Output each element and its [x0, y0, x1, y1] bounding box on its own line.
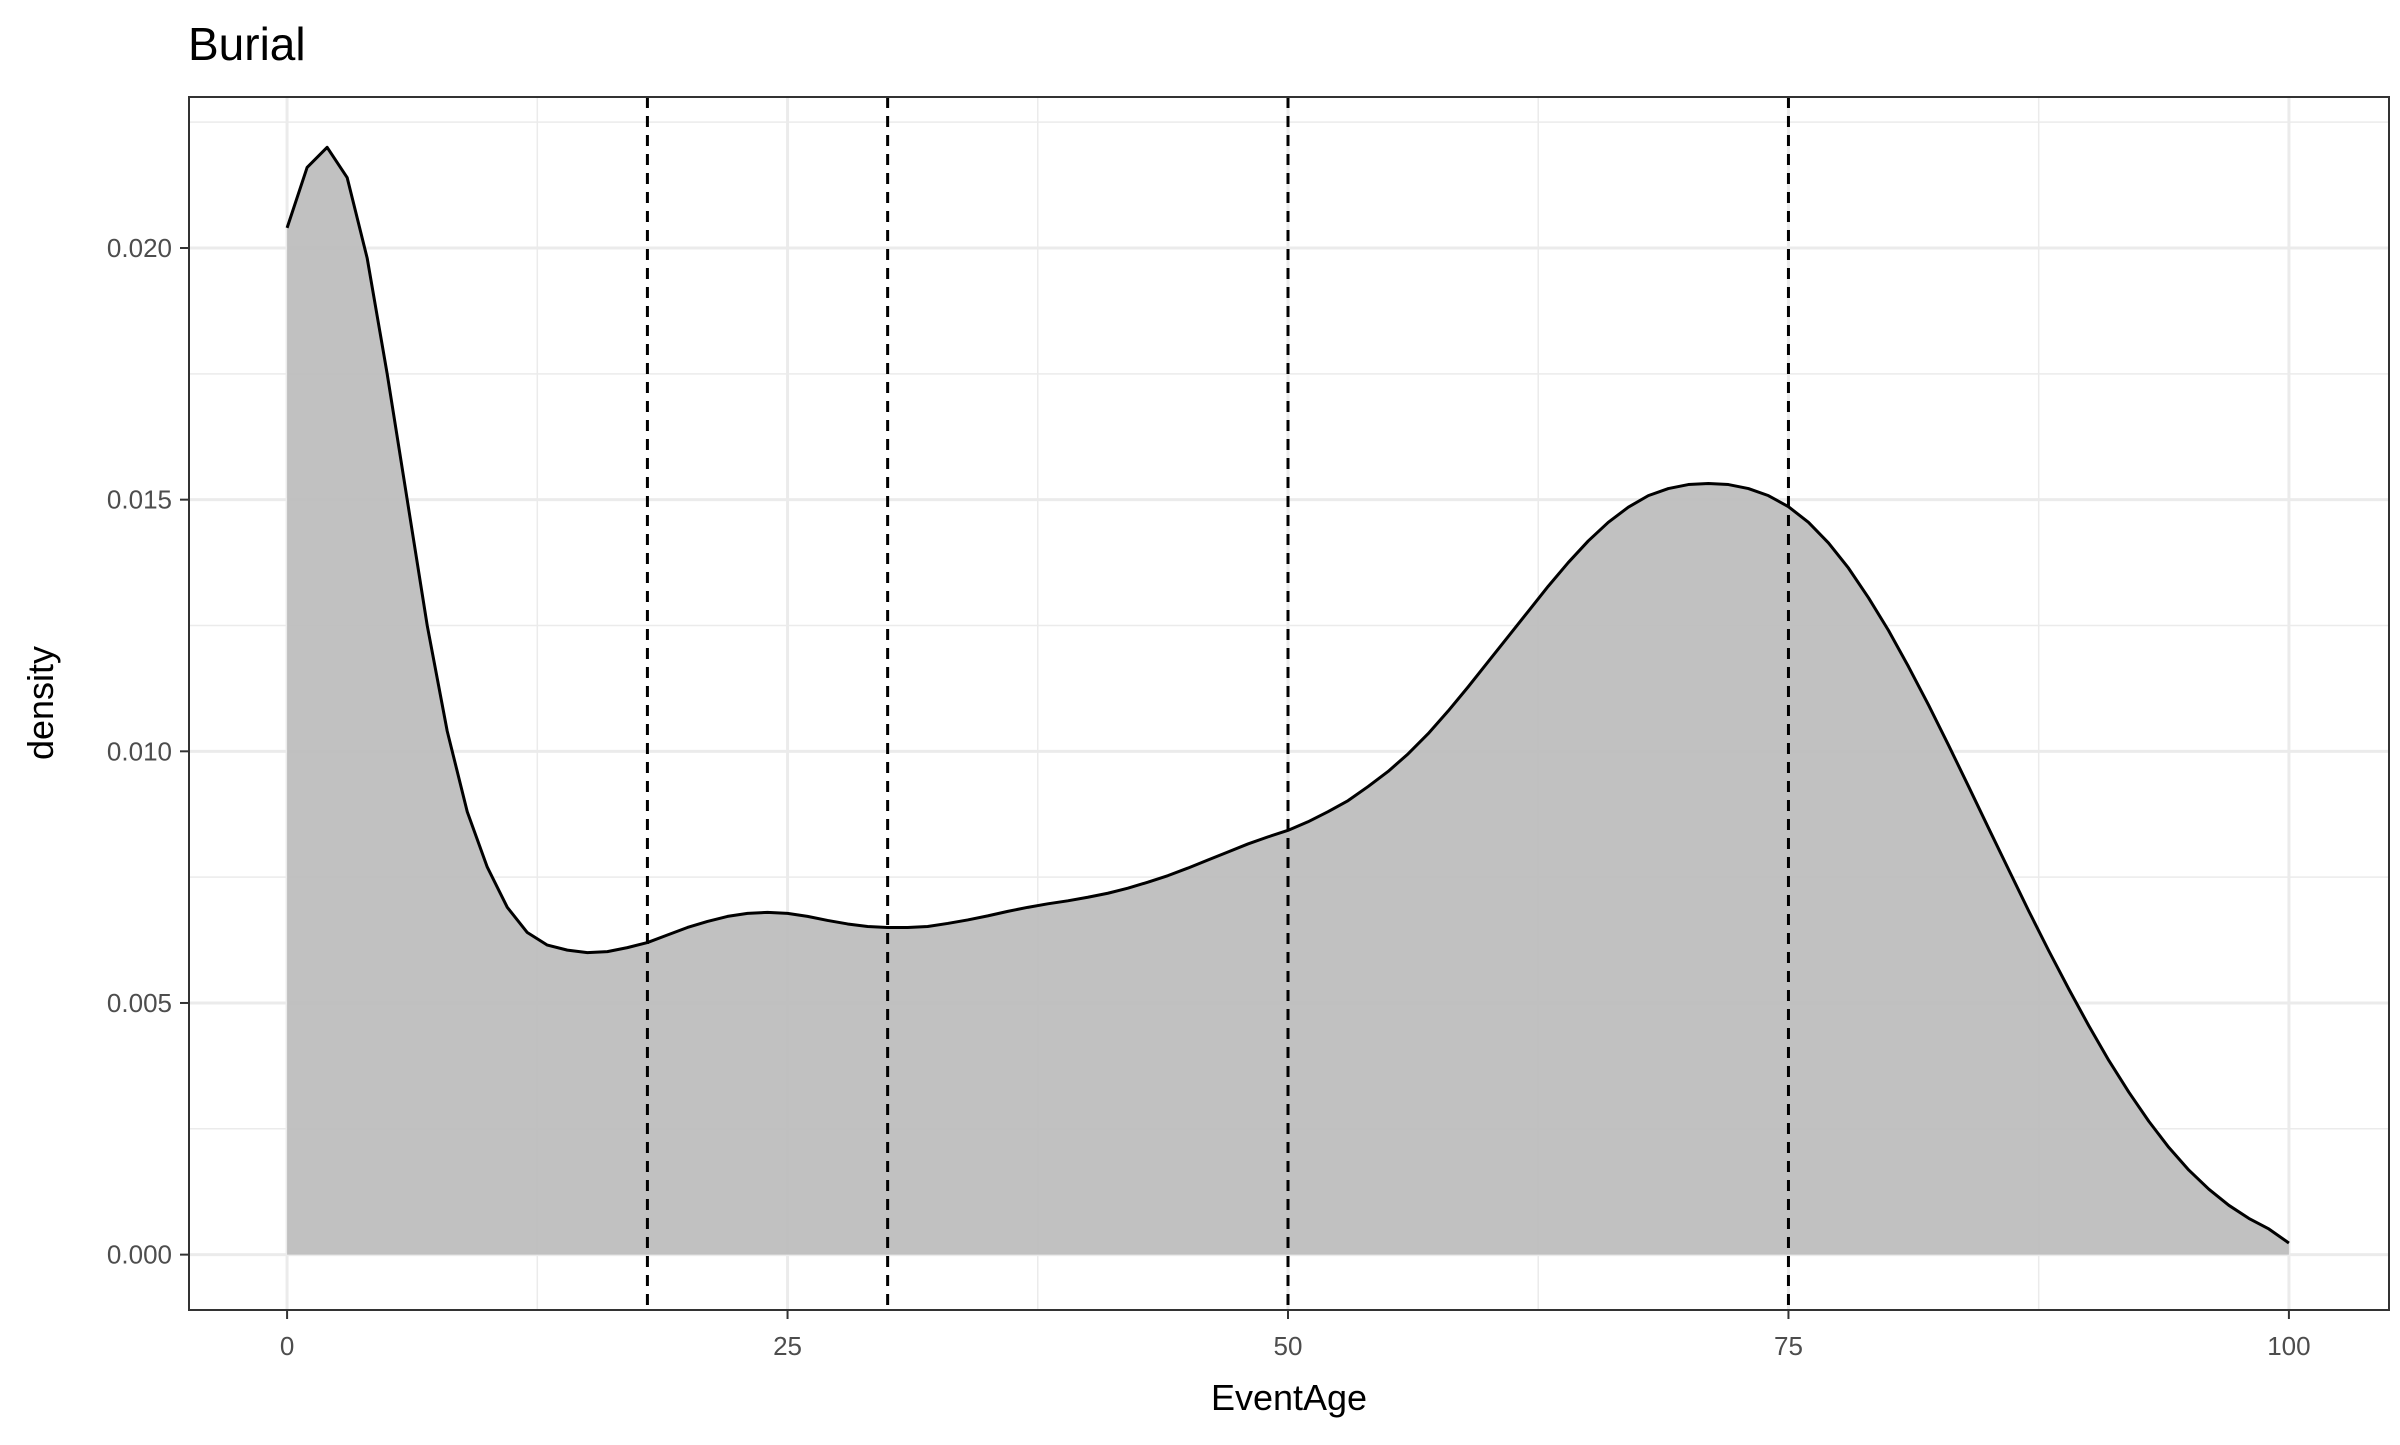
x-axis: 0 25 50 75 100: [280, 1310, 2311, 1361]
chart-title: Burial: [188, 18, 306, 70]
x-tick-label: 75: [1774, 1331, 1803, 1361]
y-tick-label: 0.020: [107, 233, 172, 263]
reference-lines: [645, 97, 1790, 1310]
x-tick-label: 25: [773, 1331, 802, 1361]
x-tick-label: 50: [1274, 1331, 1303, 1361]
y-tick-label: 0.005: [107, 988, 172, 1018]
y-axis-title: density: [20, 646, 61, 760]
y-tick-label: 0.015: [107, 485, 172, 515]
y-axis: 0.000 0.005 0.010 0.015 0.020: [107, 233, 189, 1270]
x-tick-label: 0: [280, 1331, 294, 1361]
y-tick-label: 0.000: [107, 1240, 172, 1270]
x-tick-label: 100: [2267, 1331, 2310, 1361]
y-tick-label: 0.010: [107, 736, 172, 766]
density-curve: [285, 145, 2290, 1245]
x-axis-title: EventAge: [1211, 1377, 1367, 1418]
panel-border: [188, 96, 2390, 1311]
